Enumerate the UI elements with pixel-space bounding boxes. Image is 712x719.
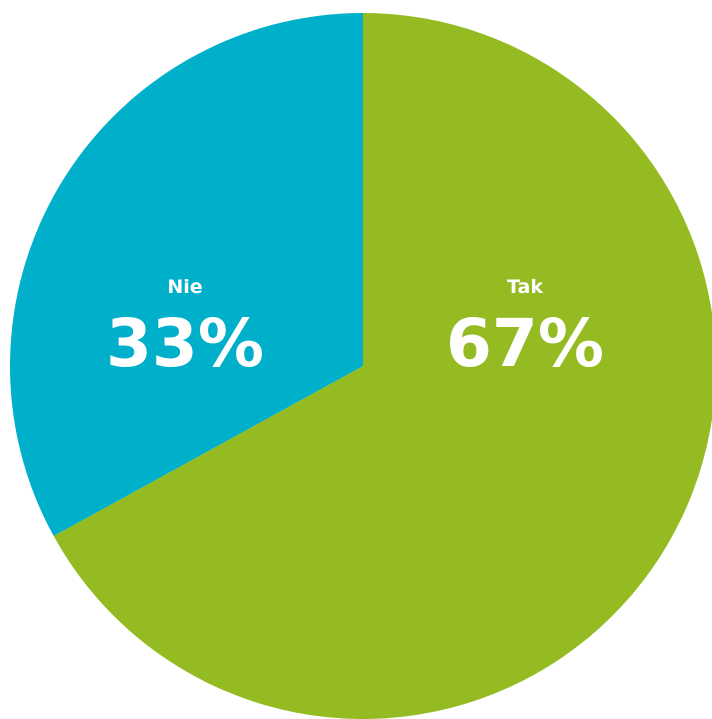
slice-value-nie: 33%: [106, 305, 264, 382]
pie-slices: [9, 13, 712, 719]
slice-label-tak: Tak 67%: [446, 276, 604, 382]
pie-slice-tak: [53, 13, 712, 719]
pie-slice-nie: [9, 13, 364, 537]
slice-label-nie: Nie 33%: [106, 276, 264, 382]
slice-value-tak: 67%: [446, 305, 604, 382]
slice-name-nie: Nie: [167, 276, 202, 298]
slice-name-tak: Tak: [507, 276, 543, 298]
